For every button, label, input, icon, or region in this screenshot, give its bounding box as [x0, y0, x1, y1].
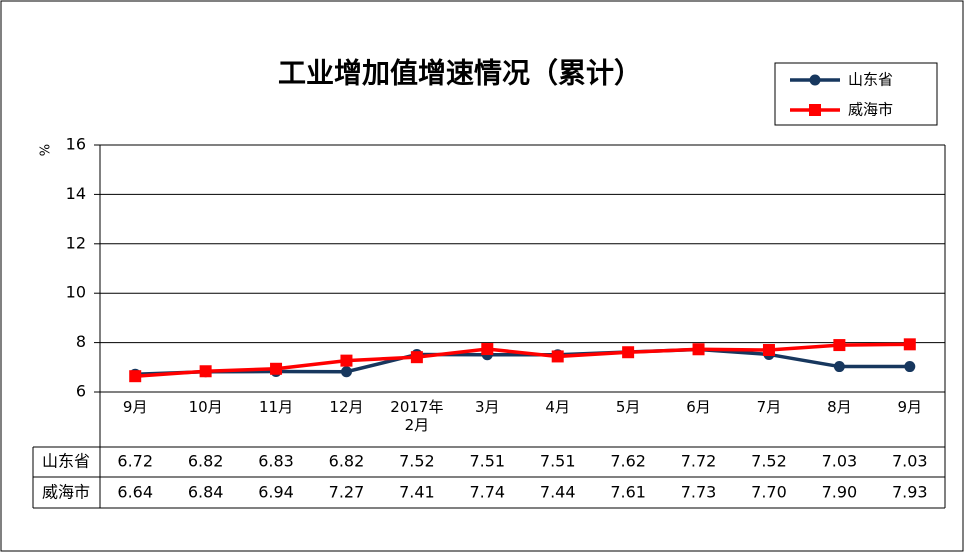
table-cell: 7.90	[822, 483, 858, 502]
legend-label: 山东省	[848, 71, 893, 89]
table-cell: 7.93	[892, 483, 928, 502]
series-line	[135, 342, 910, 378]
x-tick-label: 9月	[897, 398, 923, 416]
point	[340, 366, 352, 378]
y-tick-label: 10	[66, 283, 86, 302]
table-cell: 6.64	[117, 483, 153, 502]
y-tick-label: 6	[76, 382, 86, 401]
y-tick-label: 8	[76, 332, 86, 351]
table-cell: 7.70	[751, 483, 787, 502]
x-tick-label: 7月	[756, 398, 782, 416]
legend-marker	[809, 74, 821, 86]
legend-marker	[809, 104, 821, 116]
legend-box	[774, 62, 938, 126]
point	[762, 344, 775, 357]
table-cell: 7.44	[540, 483, 576, 502]
point	[199, 365, 212, 378]
point	[551, 350, 564, 363]
table-cell: 7.52	[751, 452, 787, 471]
point	[340, 354, 353, 367]
x-tick-label: 2017年 2月	[390, 398, 444, 434]
x-tick-label: 10月	[188, 398, 223, 416]
series-line	[135, 347, 910, 376]
table-cell: 6.83	[258, 452, 294, 471]
table-cell: 7.03	[822, 452, 858, 471]
table-cell: 6.84	[188, 483, 224, 502]
x-tick-label: 4月	[545, 398, 570, 416]
y-tick-label: 14	[66, 184, 86, 203]
table-cell: 7.51	[540, 452, 576, 471]
table-cell: 6.82	[329, 452, 365, 471]
table-cell: 7.73	[681, 483, 717, 502]
table-cell: 6.94	[258, 483, 294, 502]
x-tick-label: 3月	[475, 398, 500, 416]
table-cell: 7.61	[610, 483, 646, 502]
point	[833, 339, 846, 352]
x-tick-label: 8月	[827, 398, 852, 416]
point	[833, 361, 845, 373]
x-tick-label: 9月	[122, 398, 148, 416]
x-tick-label: 6月	[686, 398, 711, 416]
table-cell: 7.72	[681, 452, 717, 471]
point	[270, 362, 283, 375]
x-tick-label: 11月	[258, 398, 294, 416]
point	[622, 346, 635, 359]
table-cell: 7.62	[610, 452, 646, 471]
table-row-label: 威海市	[42, 483, 90, 502]
point	[904, 361, 916, 373]
y-tick-label: 16	[66, 135, 86, 154]
point	[410, 351, 423, 364]
table-row-label: 山东省	[42, 452, 90, 471]
point	[692, 343, 705, 356]
x-tick-label: 5月	[615, 398, 641, 416]
table-cell: 7.41	[399, 483, 435, 502]
y-tick-label: 12	[66, 233, 86, 252]
point	[129, 370, 142, 383]
legend-label: 威海市	[848, 101, 893, 119]
table-cell: 7.03	[892, 452, 928, 471]
table-cell: 7.51	[469, 452, 505, 471]
table-cell: 6.72	[117, 452, 153, 471]
table-cell: 7.27	[329, 483, 365, 502]
point	[903, 338, 916, 351]
chart-title: 工业增加值增速情况（累计）	[278, 57, 642, 90]
table-cell: 6.82	[188, 452, 224, 471]
table-cell: 7.74	[469, 483, 505, 502]
x-tick-label: 12月	[329, 398, 364, 416]
table-cell: 7.52	[399, 452, 435, 471]
point	[481, 343, 494, 356]
y-axis-label: %	[39, 144, 54, 156]
